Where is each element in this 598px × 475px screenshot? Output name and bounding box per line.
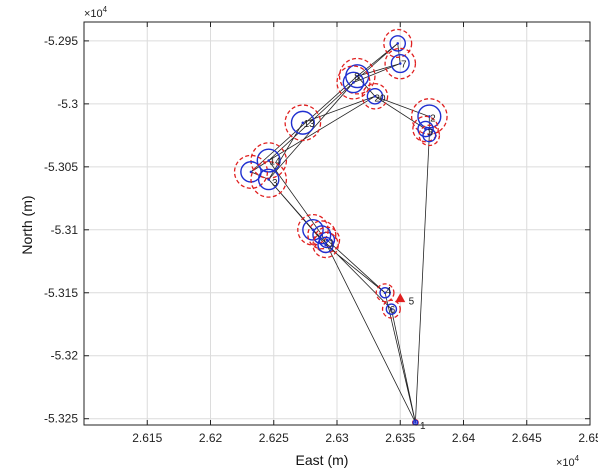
uncertainty-outer-circle — [361, 83, 389, 110]
uncertainty-outer-circle — [412, 115, 439, 143]
svg-text:×104: ×104 — [556, 454, 580, 469]
data-point — [390, 307, 393, 311]
data-point — [428, 134, 431, 137]
uncertainty-outer-circle — [338, 57, 376, 95]
uncertainty-outer-circle — [375, 283, 395, 303]
x-tick-label: 2.65 — [578, 431, 598, 445]
point-label: 4 — [386, 286, 392, 297]
tick-layer: 2.615 2.62 2.625 2.63 2.635 2.64 2.645 2.65 -5.2… — [44, 22, 598, 445]
uncertainty-inner-circle — [317, 236, 334, 254]
point-label: 1 — [420, 421, 426, 432]
uncertainty-outer-circle — [418, 124, 441, 147]
x-exponent-base: ×10 — [556, 457, 575, 469]
data-point — [398, 62, 402, 65]
point-label: 14 — [269, 157, 281, 168]
point-label: 6 — [390, 305, 396, 316]
y-axis-title: North (m) — [19, 195, 35, 254]
y-tick-label: -5.305 — [44, 160, 78, 174]
data-point — [355, 74, 359, 78]
reference-marker — [395, 293, 406, 303]
y-tick-label: -5.325 — [44, 412, 78, 426]
uncertainty-outer-circle — [233, 154, 269, 189]
uncertainty-outer-circle — [250, 161, 288, 198]
y-exponent-power: 4 — [103, 5, 108, 14]
point-label: 5 — [409, 296, 415, 307]
uncertainty-outer-circle — [312, 231, 339, 259]
data-point — [428, 115, 431, 118]
uncertainty-inner-circle — [385, 303, 398, 315]
y-exponent-base: ×10 — [84, 8, 103, 20]
x-tick-label: 2.615 — [132, 431, 162, 445]
x-tick-label: 2.64 — [452, 431, 476, 445]
x-tick-label: 2.63 — [325, 431, 349, 445]
y-tick-label: -5.3 — [57, 97, 78, 111]
data-point — [301, 121, 305, 125]
uncertainty-outer-circle — [307, 220, 337, 250]
x-tick-label: 2.645 — [512, 431, 542, 445]
uncertainty-outer-circle — [383, 28, 413, 58]
data-point — [352, 81, 355, 84]
point-label: 7 — [401, 60, 407, 71]
x-tick-label: 2.635 — [385, 431, 415, 445]
uncertainty-inner-circle — [422, 128, 437, 143]
data-point — [373, 95, 377, 98]
point-label: 1 — [329, 238, 335, 249]
uncertainty-inner-circle — [417, 104, 442, 129]
uncertainty-inner-circle — [290, 110, 315, 135]
x-exponent-label: ×104 — [556, 454, 580, 469]
uncertainty-inner-circle — [390, 54, 410, 74]
uncertainty-inner-circle — [379, 287, 391, 299]
data-point — [249, 170, 253, 174]
uncertainty-outer-circle — [297, 213, 329, 246]
data-point — [325, 238, 329, 242]
data-point — [267, 159, 270, 162]
point-label: 13 — [304, 119, 316, 130]
y-tick-label: -5.315 — [44, 286, 78, 300]
uncertainty-inner-circle — [302, 218, 324, 241]
uncertainty-outer-circle — [336, 65, 371, 100]
uncertainty-inner-circle — [256, 148, 281, 173]
x-tick-label: 2.62 — [199, 431, 223, 445]
uncertainty-inner-circle — [366, 88, 384, 105]
connection-line — [356, 43, 398, 77]
svg-text:×104: ×104 — [84, 5, 108, 20]
point-label: 3 — [272, 178, 278, 189]
uncertainty-outer-circle — [284, 104, 322, 142]
uncertainty-inner-circle — [257, 168, 280, 191]
y-tick-label: -5.31 — [51, 223, 79, 237]
point-label: 2 — [430, 114, 436, 125]
x-tick-label: 2.625 — [259, 431, 289, 445]
connection-line — [374, 95, 426, 130]
uncertainty-inner-circle — [417, 120, 434, 138]
x-axis-title: East (m) — [296, 452, 349, 468]
x-exponent-power: 4 — [575, 454, 580, 463]
data-point — [396, 42, 400, 45]
data-point — [414, 421, 417, 424]
uncertainty-outer-circle — [384, 47, 417, 80]
circle-layer — [233, 28, 448, 426]
uncertainty-inner-circle — [389, 35, 407, 52]
data-point — [324, 243, 327, 247]
uncertainty-inner-circle — [342, 71, 365, 94]
data-point — [267, 178, 270, 181]
y-exponent-label: ×104 — [84, 5, 108, 20]
y-tick-label: -5.295 — [44, 34, 78, 48]
uncertainty-outer-circle — [381, 299, 401, 319]
y-tick-label: -5.32 — [51, 349, 79, 363]
data-point — [383, 291, 387, 295]
point-label: 3 — [428, 128, 434, 139]
point-label: 20 — [374, 94, 386, 105]
uncertainty-inner-circle — [312, 225, 332, 245]
point-label: 8 — [354, 72, 360, 83]
